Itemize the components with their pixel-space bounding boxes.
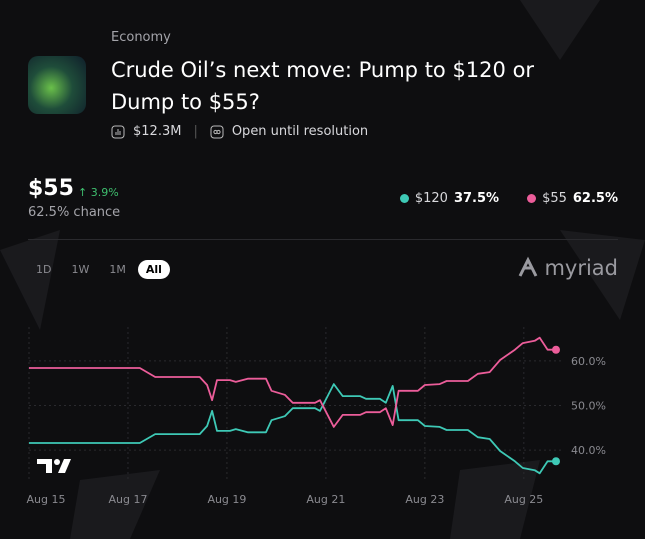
range-button[interactable]: All	[137, 260, 170, 279]
legend-dot	[527, 194, 537, 203]
range-buttons: 1D 1W 1M All	[28, 260, 170, 279]
legend-dot	[399, 194, 409, 203]
y-tick-label: 60.0%	[571, 355, 606, 368]
change: ↑ 3.9%	[78, 186, 119, 199]
legend-value: 37.5%	[453, 191, 500, 206]
x-tick-label: Aug 25	[504, 493, 543, 506]
up-arrow: ↑	[78, 186, 91, 199]
status-icon	[210, 125, 224, 138]
end-dot	[551, 457, 560, 466]
tradingview-logo	[37, 459, 71, 473]
market-image	[28, 56, 86, 114]
category: Economy	[111, 30, 171, 45]
x-tick-label: Aug 23	[405, 493, 444, 506]
legend-value: 62.5%	[572, 191, 618, 206]
brand: myriad	[516, 256, 618, 280]
stats-row: $12.3M | Open until resolution	[111, 124, 368, 139]
x-tick-label: Aug 17	[108, 493, 147, 506]
x-tick-label: Aug 19	[207, 493, 246, 506]
market-title: Crude Oil’s next move: Pump to $120 or D…	[111, 58, 535, 114]
series-line	[29, 336, 556, 428]
legend: $120 37.5% $55 62.5%	[399, 191, 618, 206]
brand-icon	[519, 256, 538, 277]
legend-item: $120 37.5%	[399, 191, 500, 206]
x-tick-label: Aug 15	[27, 493, 66, 506]
chance: 62.5% chance	[28, 205, 121, 220]
range-button[interactable]: 1D	[36, 263, 52, 276]
legend-name: $55	[542, 191, 567, 206]
price: $55	[28, 176, 74, 201]
legend-name: $120	[414, 191, 448, 206]
brand-name: myriad	[544, 256, 618, 280]
separator: |	[193, 124, 198, 139]
status: Open until resolution	[231, 124, 369, 139]
end-dot	[551, 345, 560, 354]
change-value: 3.9%	[90, 186, 119, 199]
divider	[28, 239, 618, 240]
volume: $12.3M	[133, 124, 182, 139]
volume-icon	[111, 125, 125, 138]
legend-item: $55 62.5%	[527, 191, 618, 206]
series-line	[29, 383, 556, 475]
range-button[interactable]: 1M	[109, 263, 126, 276]
x-tick-label: Aug 21	[306, 493, 345, 506]
range-button[interactable]: 1W	[71, 263, 90, 276]
y-tick-label: 50.0%	[571, 400, 606, 413]
y-tick-label: 40.0%	[571, 444, 606, 457]
